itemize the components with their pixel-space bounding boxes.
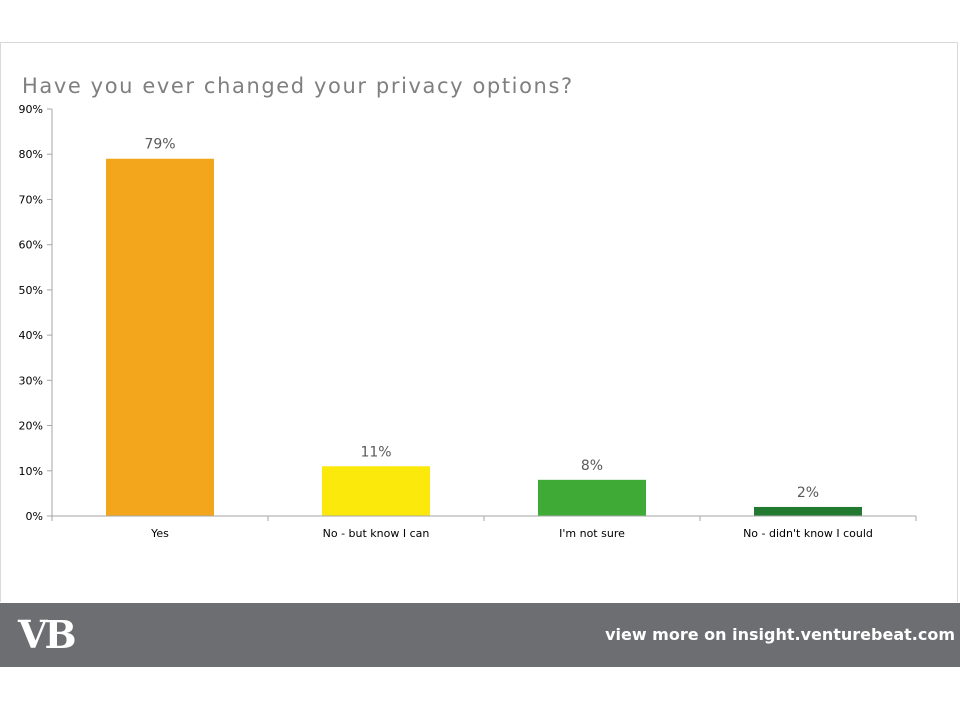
y-tick-label: 90%: [19, 103, 43, 116]
bar: [106, 158, 214, 516]
x-category-label: No - but know I can: [323, 527, 430, 540]
venturebeat-logo[interactable]: VB: [18, 612, 77, 657]
x-category-label: No - didn't know I could: [743, 527, 873, 540]
y-tick-label: 40%: [19, 329, 43, 342]
bars: [106, 158, 862, 516]
chart-title: Have you ever changed your privacy optio…: [22, 74, 574, 98]
x-axis-ticks: Yes No - but know I can I'm not sure No - d…: [51, 516, 917, 540]
y-axis-ticks: 0% 10% 20% 30% 40% 50% 60% 70% 80% 90%: [19, 103, 52, 523]
y-tick-label: 0%: [26, 510, 43, 523]
bar-data-label: 2%: [797, 485, 819, 501]
footer-bar: VB view more on insight.venturebeat.com: [0, 603, 960, 667]
bar: [538, 479, 646, 516]
bar-chart: 0% 10% 20% 30% 40% 50% 60% 70% 80% 90% 79% 11% 8% 2%…: [19, 103, 917, 540]
bar: [322, 466, 430, 516]
y-tick-label: 30%: [19, 374, 43, 387]
insight-link[interactable]: view more on insight.venturebeat.com: [605, 625, 955, 644]
x-category-label: Yes: [150, 527, 169, 540]
bar: [754, 506, 862, 516]
y-tick-label: 80%: [19, 148, 43, 161]
bar-data-label: 11%: [360, 444, 391, 460]
y-tick-label: 20%: [19, 420, 43, 433]
y-tick-label: 10%: [19, 465, 43, 478]
bar-data-label: 79%: [144, 137, 175, 153]
bar-data-labels: 79% 11% 8% 2%: [144, 137, 819, 501]
y-tick-label: 70%: [19, 193, 43, 206]
y-tick-label: 60%: [19, 239, 43, 252]
y-tick-label: 50%: [19, 284, 43, 297]
bar-data-label: 8%: [581, 458, 603, 474]
x-category-label: I'm not sure: [559, 527, 625, 540]
